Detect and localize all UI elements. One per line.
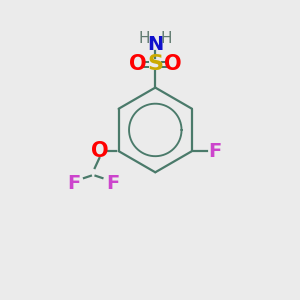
Text: H: H — [160, 31, 172, 46]
Text: N: N — [147, 35, 164, 54]
Text: O: O — [164, 55, 182, 74]
Text: O: O — [129, 55, 146, 74]
Text: H: H — [139, 31, 150, 46]
Text: F: F — [208, 142, 222, 160]
Text: S: S — [147, 55, 163, 74]
Text: O: O — [91, 141, 108, 161]
Text: F: F — [106, 174, 119, 193]
Text: F: F — [67, 174, 81, 193]
